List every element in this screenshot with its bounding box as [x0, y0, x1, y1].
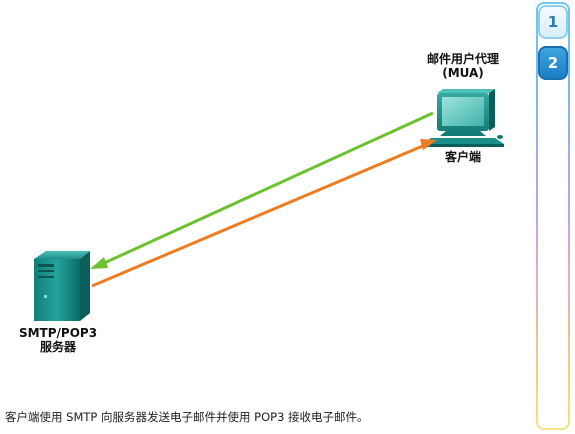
server-icon	[34, 251, 90, 321]
client-title: 邮件用户代理 (MUA)	[408, 52, 518, 80]
step-navigation: 1 2	[536, 2, 570, 430]
server-label: SMTP/POP3 服务器	[10, 326, 106, 354]
client-label: 客户端	[444, 150, 481, 164]
green-arrow	[90, 111, 434, 269]
step-2-button[interactable]: 2	[538, 46, 568, 80]
orange-arrow	[91, 139, 437, 288]
server-label-line2: 服务器	[39, 340, 76, 354]
diagram-caption: 客户端使用 SMTP 向服务器发送电子邮件并使用 POP3 接收电子邮件。	[5, 410, 369, 424]
server-label-line1: SMTP/POP3	[18, 326, 98, 340]
client-title-line2: (MUA)	[442, 66, 484, 80]
client-title-line1: 邮件用户代理	[426, 52, 499, 66]
step-1-button[interactable]: 1	[538, 5, 568, 39]
computer-icon	[422, 89, 504, 147]
